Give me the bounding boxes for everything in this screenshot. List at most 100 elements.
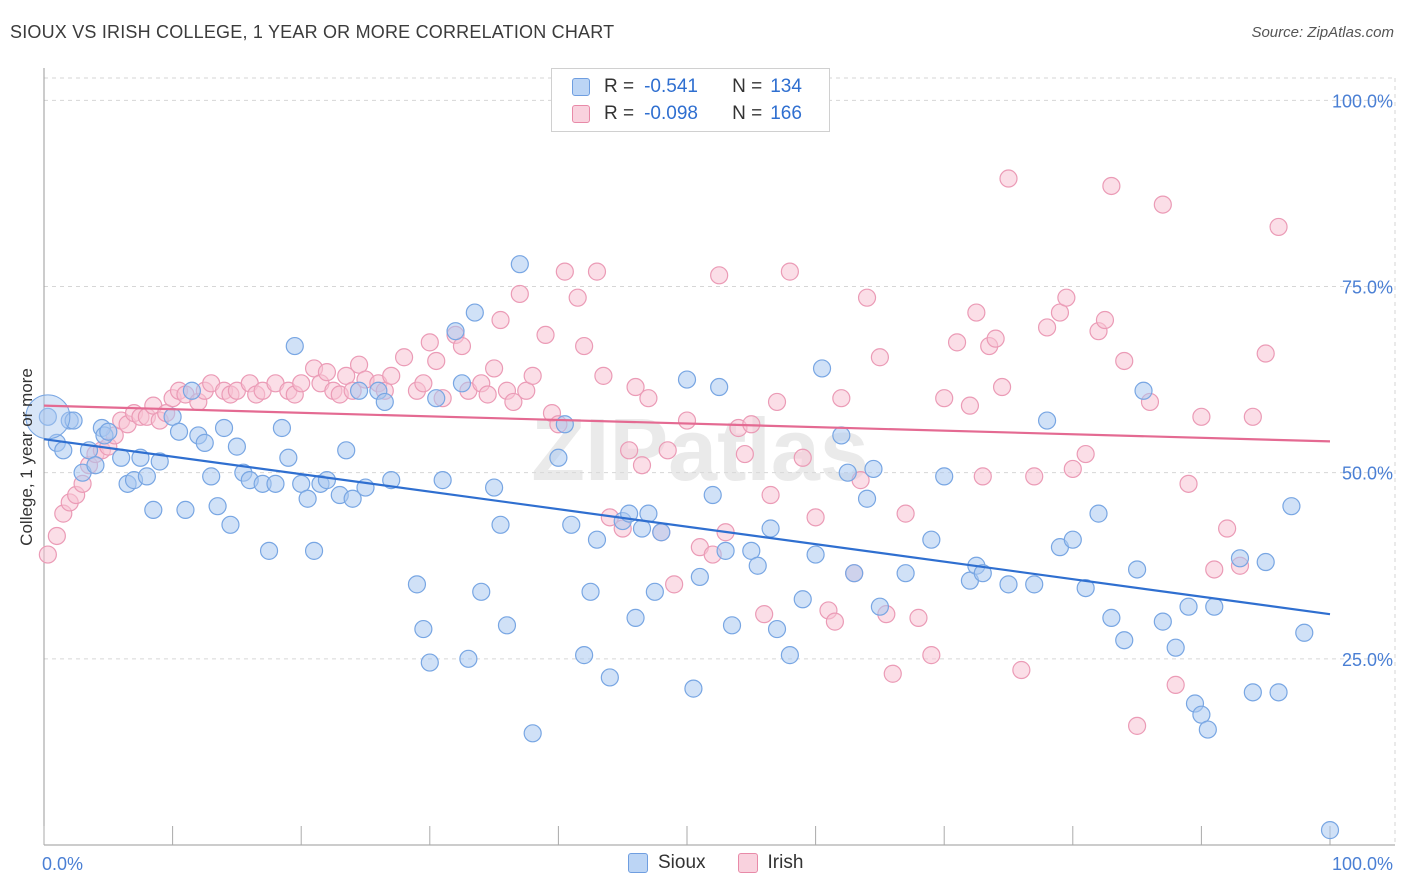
irish-point <box>1063 459 1082 479</box>
sioux-point <box>259 541 279 560</box>
legend-label-irish: Irish <box>767 852 804 873</box>
x-tick-label: 0.0% <box>42 854 83 874</box>
sioux-point <box>555 415 574 434</box>
sioux-point <box>1127 560 1147 579</box>
sioux-point <box>1166 638 1185 657</box>
tick-labels: 25.0% 50.0% 75.0% 100.0% 0.0% 100.0% <box>42 91 1393 874</box>
sioux-point <box>645 582 664 601</box>
sioux-point <box>382 471 401 490</box>
irish-point <box>38 545 57 564</box>
trend-lines <box>43 404 1331 616</box>
sioux-point <box>86 456 105 475</box>
sioux-point <box>182 381 201 400</box>
sioux-point <box>896 564 915 583</box>
sioux-point <box>38 407 57 426</box>
sioux-point <box>761 519 780 538</box>
sioux-point <box>549 448 568 467</box>
irish-point <box>1243 407 1262 426</box>
sioux-point <box>414 619 433 639</box>
irish-point <box>1127 716 1147 735</box>
irish-point <box>1192 407 1211 426</box>
legend-item-irish: Irish <box>737 852 804 874</box>
sioux-point <box>780 646 799 665</box>
sioux-point <box>285 336 304 356</box>
irish-point <box>626 377 645 397</box>
sioux-point <box>144 500 163 520</box>
sioux-point <box>221 515 240 534</box>
sioux-swatch <box>628 853 648 873</box>
irish-point <box>832 389 851 408</box>
sioux-point <box>1282 497 1301 516</box>
irish-point <box>427 351 446 371</box>
sioux-point <box>176 500 195 520</box>
irish-point <box>973 467 992 486</box>
sioux-point <box>137 467 156 486</box>
sioux-point <box>690 567 709 587</box>
sioux-point <box>304 541 324 560</box>
irish-point <box>555 262 574 281</box>
sioux-point <box>1076 578 1095 598</box>
irish-point <box>1095 310 1115 330</box>
irish-point <box>992 377 1012 397</box>
sioux-point <box>491 515 510 534</box>
sioux-point <box>214 418 234 438</box>
sioux-point <box>677 370 697 389</box>
irish-point <box>780 262 799 281</box>
sioux-point <box>279 448 298 467</box>
irish-point <box>1012 660 1031 680</box>
irish-point <box>568 288 587 307</box>
n-label: N = <box>732 103 763 124</box>
irish-point <box>420 333 439 352</box>
irish-point <box>735 444 754 464</box>
r-value-sioux: -0.541 <box>644 76 698 97</box>
n-label: N = <box>732 76 763 97</box>
irish-point <box>536 325 555 345</box>
irish-trend-line <box>43 404 1331 443</box>
irish-point <box>47 526 66 546</box>
legend-item-sioux: Sioux <box>628 852 706 874</box>
y-tick-label: 100.0% <box>1332 91 1393 111</box>
sioux-point <box>465 303 484 322</box>
sioux-point <box>433 471 452 490</box>
sioux-point <box>150 452 169 471</box>
sioux-point <box>349 381 369 400</box>
sioux-point <box>1205 597 1224 616</box>
irish-point <box>1102 176 1121 196</box>
watermark: ZIPatlas <box>531 400 868 499</box>
sioux-point <box>485 478 504 497</box>
sioux-point <box>1025 575 1044 594</box>
irish-point <box>594 366 613 385</box>
sioux-point <box>169 422 189 441</box>
irish-point <box>639 389 658 408</box>
sioux-point <box>845 564 864 583</box>
r-label: R = <box>604 103 635 124</box>
irish-point <box>658 441 677 460</box>
irish-point <box>677 411 697 430</box>
sioux-point <box>652 523 671 542</box>
irish-point <box>947 333 967 352</box>
sioux-point <box>806 545 825 564</box>
irish-point <box>1025 467 1044 486</box>
y-tick-label: 75.0% <box>1342 278 1393 298</box>
sioux-point <box>227 437 246 456</box>
irish-point <box>575 336 594 356</box>
irish-point <box>883 664 902 683</box>
sioux-point <box>266 474 285 493</box>
sioux-point <box>375 392 394 412</box>
irish-point <box>1256 344 1275 363</box>
irish-swatch <box>737 853 758 873</box>
sioux-point <box>523 724 542 743</box>
n-value-irish: 166 <box>770 103 802 124</box>
irish-point <box>857 288 877 307</box>
sioux-point <box>407 575 427 594</box>
irish-point <box>1153 195 1172 214</box>
sioux-point <box>343 489 362 508</box>
irish-point <box>523 366 542 385</box>
sioux-point <box>722 616 742 635</box>
sioux-point <box>703 485 722 505</box>
irish-point <box>1269 217 1288 237</box>
chart-title: SIOUX VS IRISH COLLEGE, 1 YEAR OR MORE C… <box>10 22 615 42</box>
irish-point <box>986 329 1005 348</box>
irish-point <box>1115 351 1134 371</box>
irish-point <box>1179 474 1198 493</box>
